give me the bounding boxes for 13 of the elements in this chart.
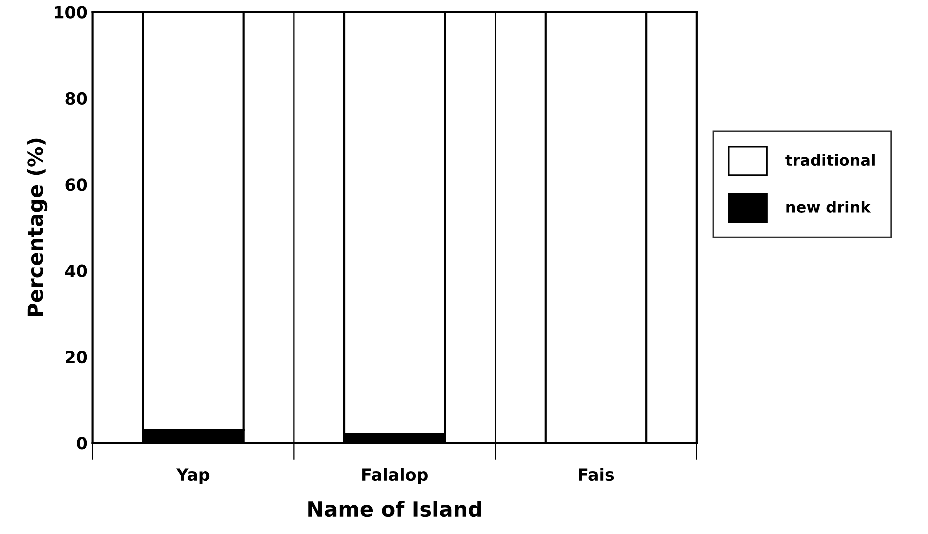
y-tick-label: 80 bbox=[66, 92, 88, 106]
x-axis-title: Name of Island bbox=[308, 501, 482, 518]
y-axis-title: Percentage (%) bbox=[27, 138, 48, 316]
legend-label: traditional bbox=[786, 154, 875, 166]
y-tick-label: 40 bbox=[65, 264, 88, 278]
y-tick-label: 0 bbox=[77, 437, 88, 450]
y-tick-label: 20 bbox=[66, 350, 88, 364]
y-tick-label: 100 bbox=[55, 6, 88, 19]
y-tick-label: 60 bbox=[66, 178, 88, 192]
x-tick-label: Yap bbox=[176, 468, 210, 484]
x-tick-label: Fais bbox=[579, 468, 614, 482]
x-tick-label: Falalop bbox=[362, 468, 428, 484]
legend-label: new drink bbox=[786, 201, 872, 213]
